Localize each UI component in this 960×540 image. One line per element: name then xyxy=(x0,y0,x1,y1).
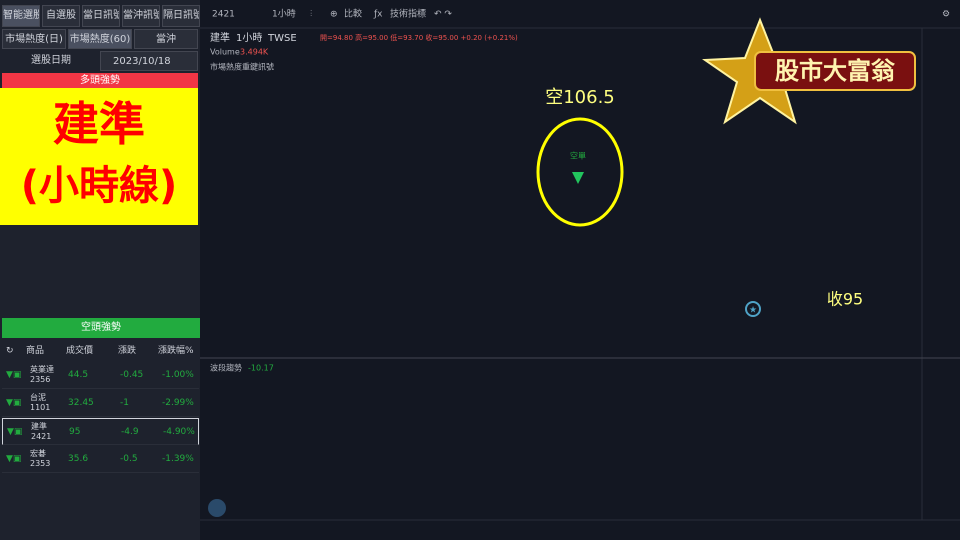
subtab[interactable]: 市場熱度(60) xyxy=(68,29,132,49)
logo-button[interactable] xyxy=(208,499,226,517)
oscillator-value: -10.17 xyxy=(248,364,274,373)
tab[interactable]: 當沖訊號 xyxy=(122,5,160,27)
stock-name: 宏碁 xyxy=(30,449,46,458)
overlay-subtitle: (小時線) xyxy=(20,163,178,209)
annotation: 空106.5 xyxy=(545,87,615,108)
indicator-icon[interactable]: ƒx xyxy=(373,10,383,20)
overlay-title: 建準 xyxy=(53,97,145,151)
left-panel: 智能選股 自選股 當日訊號 當沖訊號 隔日訊號 市場熱度(日) 市場熱度(60)… xyxy=(0,0,200,540)
row-icon: ▼▣ xyxy=(7,427,23,437)
oscillator-title: 波段趨勢 xyxy=(210,363,242,373)
table-row[interactable]: ▼▣ 英業達 2356 44.5 -0.45 -1.00% xyxy=(2,362,199,389)
price: 35.6 xyxy=(68,454,89,464)
legend-symbol: 建準 xyxy=(210,31,230,44)
toolbar xyxy=(200,0,960,28)
price: 32.45 xyxy=(68,398,94,408)
column-header: 漲跌 xyxy=(118,346,137,356)
candle-icon[interactable]: ⫶ xyxy=(310,9,312,20)
stock-code: 2356 xyxy=(30,375,51,384)
stock-code: 1101 xyxy=(30,403,51,412)
refresh-icon[interactable]: ↻ xyxy=(6,346,14,356)
subtab[interactable]: 市場熱度(日) xyxy=(2,29,66,49)
change-pct: -4.90% xyxy=(163,427,195,437)
column-header: 商品 xyxy=(26,346,45,356)
indicator-label: 市場熱度重鍵訊號 xyxy=(210,62,274,72)
volume-value: 3.494K xyxy=(240,48,269,57)
column-header: 漲跌幅% xyxy=(158,346,194,356)
row-icon: ▼▣ xyxy=(6,370,22,380)
logo-banner xyxy=(754,51,916,91)
signal-label: 空單 xyxy=(570,151,586,161)
highlight-ellipse xyxy=(536,117,624,227)
stock-name: 台泥 xyxy=(30,393,46,402)
stock-code: 2421 xyxy=(31,432,52,441)
bull-header: 多頭強勢 xyxy=(2,73,198,88)
settings-icon[interactable]: ⚙ xyxy=(942,10,950,20)
stock-name: 建準 xyxy=(31,422,47,431)
change: -0.45 xyxy=(120,370,144,380)
row-icon: ▼▣ xyxy=(6,454,22,464)
toolbar-interval[interactable]: 1小時 xyxy=(272,9,296,20)
tab[interactable]: 隔日訊號 xyxy=(162,5,200,27)
stock-code: 2353 xyxy=(30,459,51,468)
toolbar-indicators[interactable]: 技術指標 xyxy=(390,8,426,20)
change-pct: -2.99% xyxy=(162,398,194,408)
row-icon: ▼▣ xyxy=(6,398,22,408)
legend-exchange: TWSE xyxy=(267,33,297,44)
volume-label: Volume xyxy=(210,48,240,57)
chart-area: 2421 1小時 ⫶ ⊕ 比較 ƒx 技術指標 ↶ ↷ ⚙ 建準 1小時 TWS… xyxy=(200,0,960,521)
change-pct: -1.00% xyxy=(162,370,194,380)
undo-icon[interactable]: ↶ ↷ xyxy=(434,10,452,20)
star-icon[interactable] xyxy=(745,301,761,317)
tab[interactable]: 自選股 xyxy=(42,5,80,27)
price: 95 xyxy=(69,427,81,437)
table-row[interactable]: ▼▣ 宏碁 2353 35.6 -0.5 -1.39% xyxy=(2,446,199,473)
signal-arrow xyxy=(572,172,584,184)
date-label: 選股日期 xyxy=(31,55,71,66)
table-header: ↻ 商品 成交價 漲跌 漲跌幅% xyxy=(0,340,200,362)
change: -1 xyxy=(120,398,129,408)
annotation: 收95 xyxy=(827,290,863,309)
price: 44.5 xyxy=(68,370,89,380)
compare-icon[interactable]: ⊕ xyxy=(330,10,338,20)
legend-interval: 1小時 xyxy=(236,32,262,44)
date-input[interactable]: 2023/10/18 xyxy=(100,51,198,71)
subtab[interactable]: 當沖 xyxy=(134,29,198,49)
change: -0.5 xyxy=(120,454,138,464)
overlay-box: 建準 (小時線) xyxy=(0,88,198,225)
change: -4.9 xyxy=(121,427,139,437)
bear-header: 空頭強勢 xyxy=(2,318,200,338)
stock-name: 英業達 xyxy=(30,365,54,374)
toolbar-compare[interactable]: 比較 xyxy=(344,8,362,20)
table-row[interactable]: ▼▣ 台泥 1101 32.45 -1 -2.99% xyxy=(2,390,199,417)
toolbar-symbol[interactable]: 2421 xyxy=(212,10,235,20)
column-header: 成交價 xyxy=(66,346,94,356)
change-pct: -1.39% xyxy=(162,454,194,464)
star-glyph[interactable]: ★ xyxy=(749,306,757,316)
tab[interactable]: 當日訊號 xyxy=(82,5,120,27)
legend-ohlc: 開=94.80 高=95.00 低=93.70 收=95.00 +0.20 (+… xyxy=(320,33,518,42)
table-row[interactable]: ▼▣ 建準 2421 95 -4.9 -4.90% xyxy=(2,418,199,445)
tab[interactable]: 智能選股 xyxy=(2,5,40,27)
logo-text: 股市大富翁 xyxy=(775,57,895,85)
